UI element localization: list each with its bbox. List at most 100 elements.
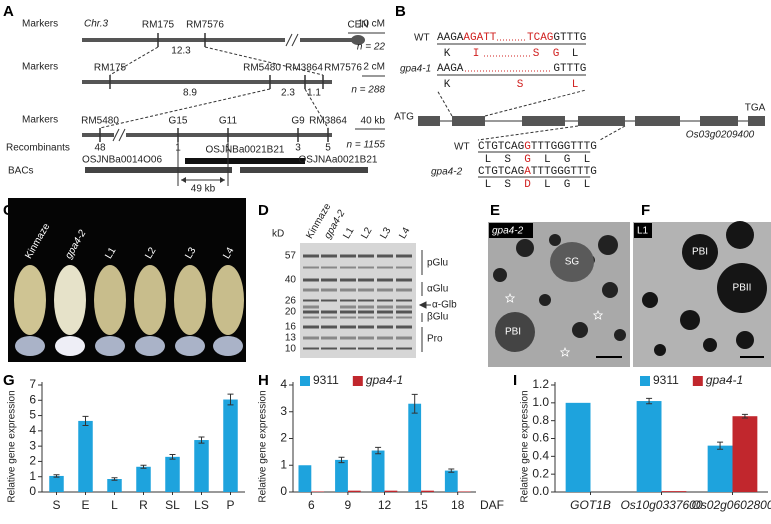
sequence: CTGTCAG bbox=[478, 141, 524, 153]
bar bbox=[457, 491, 471, 492]
break bbox=[291, 33, 299, 47]
bar bbox=[107, 479, 122, 492]
interval-label: 49 kb bbox=[191, 184, 216, 195]
amino-acid: G bbox=[564, 154, 571, 166]
error-bar bbox=[140, 464, 147, 469]
protein-body bbox=[717, 263, 767, 313]
amino-acid: L bbox=[485, 154, 492, 166]
marker: RM7576 bbox=[186, 20, 224, 31]
protein-body bbox=[602, 282, 618, 298]
x-tick-label: E bbox=[81, 498, 89, 512]
legend-swatch bbox=[692, 376, 703, 386]
amino-acid: K bbox=[444, 48, 451, 60]
sequence: AAGA bbox=[437, 63, 464, 75]
gel-band bbox=[321, 336, 337, 340]
gel-band bbox=[377, 305, 393, 309]
structure-label: PBI bbox=[692, 247, 708, 258]
gel-band bbox=[321, 316, 337, 319]
gel-band bbox=[321, 266, 337, 269]
amino-acid: D bbox=[524, 179, 531, 191]
error-bar bbox=[411, 393, 418, 414]
mw-marker: 26 bbox=[285, 296, 297, 307]
band-label: αGlu bbox=[427, 284, 448, 295]
gel-band bbox=[340, 254, 356, 258]
protein-body bbox=[598, 235, 618, 255]
y-axis-label: Relative gene expression bbox=[520, 390, 531, 502]
break bbox=[285, 33, 293, 47]
protein-body bbox=[680, 310, 700, 330]
amino-acid: L bbox=[584, 179, 591, 191]
gel-band bbox=[340, 305, 356, 309]
gel-band bbox=[321, 347, 337, 350]
bar bbox=[311, 491, 325, 492]
y-tick-label: 0 bbox=[29, 484, 36, 498]
band-label: βGlu bbox=[427, 312, 448, 323]
recombinant-count: 48 bbox=[94, 143, 106, 154]
band-label: α-Glb bbox=[432, 300, 457, 311]
amino-acid: G bbox=[553, 48, 560, 60]
grain-section bbox=[95, 336, 125, 356]
bar bbox=[136, 466, 151, 492]
amino-acid: L bbox=[584, 154, 591, 166]
structure-label: PBII bbox=[733, 283, 752, 294]
gel-band bbox=[340, 347, 356, 350]
gel-band bbox=[396, 310, 412, 314]
gel-band bbox=[396, 288, 412, 292]
y-tick-label: 7 bbox=[29, 377, 36, 391]
error-bar bbox=[375, 446, 382, 455]
gel-band bbox=[303, 325, 319, 329]
amino-acid: S bbox=[517, 79, 524, 91]
x-tick-label: P bbox=[226, 498, 234, 512]
bar bbox=[194, 440, 209, 492]
bar bbox=[732, 416, 758, 492]
y-tick-label: 5 bbox=[29, 408, 36, 422]
bac-label: OSJNAa0021B21 bbox=[299, 155, 378, 166]
marker: RM5480 bbox=[81, 116, 119, 127]
protein-body bbox=[703, 338, 717, 352]
start-codon: ATG bbox=[394, 112, 414, 123]
amino-acid: K bbox=[444, 79, 451, 91]
x-tick-label: Os02g0602800 bbox=[691, 498, 771, 512]
arrow bbox=[418, 301, 431, 309]
bar bbox=[661, 491, 687, 492]
starch-granule bbox=[550, 242, 594, 282]
sequence: GTTTG bbox=[553, 32, 586, 44]
connector bbox=[436, 89, 453, 117]
marker: RM3864 bbox=[285, 63, 323, 74]
legend-label: 9311 bbox=[313, 373, 339, 387]
connector bbox=[304, 88, 329, 129]
protein-body bbox=[682, 234, 718, 270]
gel-band bbox=[340, 266, 356, 269]
sequence: CTGTCAG bbox=[478, 166, 524, 178]
amino-acid: S bbox=[504, 154, 511, 166]
error-bar bbox=[198, 436, 205, 444]
row-label: BACs bbox=[8, 166, 34, 177]
scale: 2 cM bbox=[363, 62, 385, 73]
connector bbox=[204, 46, 324, 76]
image-label: L1 bbox=[637, 226, 649, 237]
gel-band bbox=[321, 288, 337, 292]
panel-letter: H bbox=[258, 372, 269, 389]
row-label: Markers bbox=[22, 19, 58, 30]
error-bar bbox=[448, 468, 455, 473]
x-tick-label: 18 bbox=[451, 498, 465, 512]
gel-band bbox=[340, 310, 356, 314]
sequence: TTTGGGTTTG bbox=[531, 141, 597, 153]
bar bbox=[78, 420, 93, 492]
y-tick-label: 1 bbox=[29, 469, 36, 483]
protein-body bbox=[726, 221, 754, 249]
error-bar bbox=[169, 454, 176, 460]
gel-band bbox=[396, 305, 412, 309]
x-tick-label: L bbox=[111, 498, 118, 512]
gel-band bbox=[396, 316, 412, 319]
protein-body bbox=[493, 268, 507, 282]
grain bbox=[212, 265, 244, 335]
bar bbox=[444, 470, 458, 492]
bar bbox=[707, 445, 733, 492]
gel-band bbox=[358, 347, 374, 350]
bar bbox=[223, 399, 238, 492]
gel-band bbox=[303, 347, 319, 350]
x-axis-label: DAF bbox=[480, 498, 504, 512]
error-bar bbox=[111, 477, 118, 481]
gel-band bbox=[396, 266, 412, 269]
